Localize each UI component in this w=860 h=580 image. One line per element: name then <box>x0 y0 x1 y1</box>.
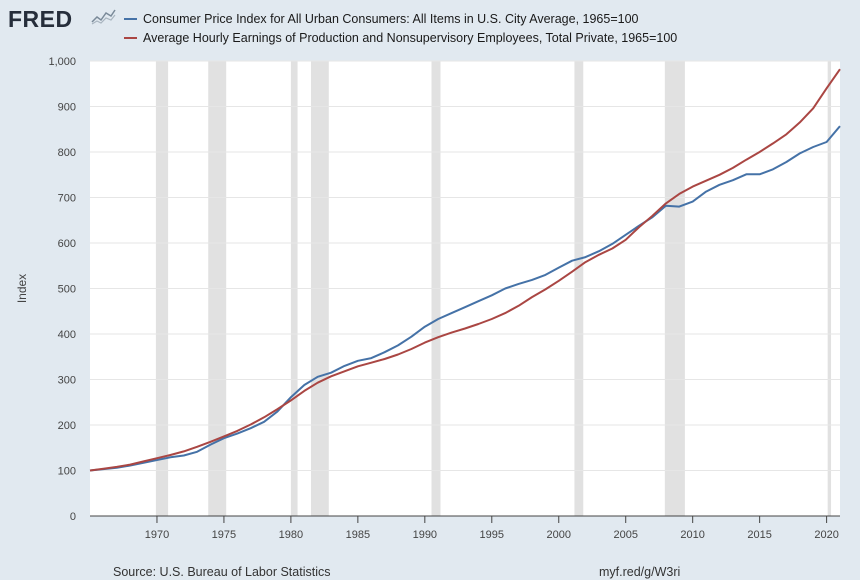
legend-swatch-earnings <box>124 36 137 39</box>
y-tick-label: 900 <box>58 102 76 114</box>
x-tick-label: 2010 <box>680 529 704 541</box>
x-tick-label: 1970 <box>145 529 169 541</box>
y-tick-label: 1,000 <box>48 56 76 68</box>
x-tick-label: 1995 <box>480 529 504 541</box>
y-tick-label: 500 <box>58 284 76 296</box>
y-tick-label: 200 <box>58 420 76 432</box>
legend-item-cpi[interactable]: Consumer Price Index for All Urban Consu… <box>124 9 677 28</box>
x-tick-label: 2015 <box>747 529 771 541</box>
short-link[interactable]: myf.red/g/W3ri <box>599 565 681 579</box>
x-tick-label: 2000 <box>547 529 571 541</box>
line-graph-icon <box>90 8 116 26</box>
y-axis-label: Index <box>15 274 29 303</box>
y-tick-label: 100 <box>58 466 76 478</box>
legend-swatch-cpi <box>124 17 137 20</box>
fred-logo[interactable]: FRED <box>8 6 73 32</box>
y-tick-label: 800 <box>58 147 76 159</box>
y-tick-label: 700 <box>58 193 76 205</box>
y-tick-label: 400 <box>58 329 76 341</box>
y-tick-label: 0 <box>70 511 76 523</box>
legend-label-earnings: Average Hourly Earnings of Production an… <box>143 30 678 45</box>
y-tick-label: 300 <box>58 375 76 387</box>
x-tick-label: 2020 <box>814 529 838 541</box>
y-tick-label: 600 <box>58 238 76 250</box>
chart-header: FRED Consumer Price Index for All Urban … <box>0 0 860 50</box>
x-tick-label: 2005 <box>613 529 637 541</box>
x-tick-label: 1975 <box>212 529 236 541</box>
x-tick-label: 1990 <box>413 529 437 541</box>
series-line-earnings <box>89 68 841 472</box>
source-note: Source: U.S. Bureau of Labor Statistics <box>113 565 331 579</box>
legend-label-cpi: Consumer Price Index for All Urban Consu… <box>143 11 639 26</box>
series-line-cpi <box>89 125 841 472</box>
legend-item-earnings[interactable]: Average Hourly Earnings of Production an… <box>124 28 677 47</box>
chart-legend: Consumer Price Index for All Urban Consu… <box>124 9 677 47</box>
x-tick-label: 1985 <box>346 529 370 541</box>
x-tick-label: 1980 <box>279 529 303 541</box>
